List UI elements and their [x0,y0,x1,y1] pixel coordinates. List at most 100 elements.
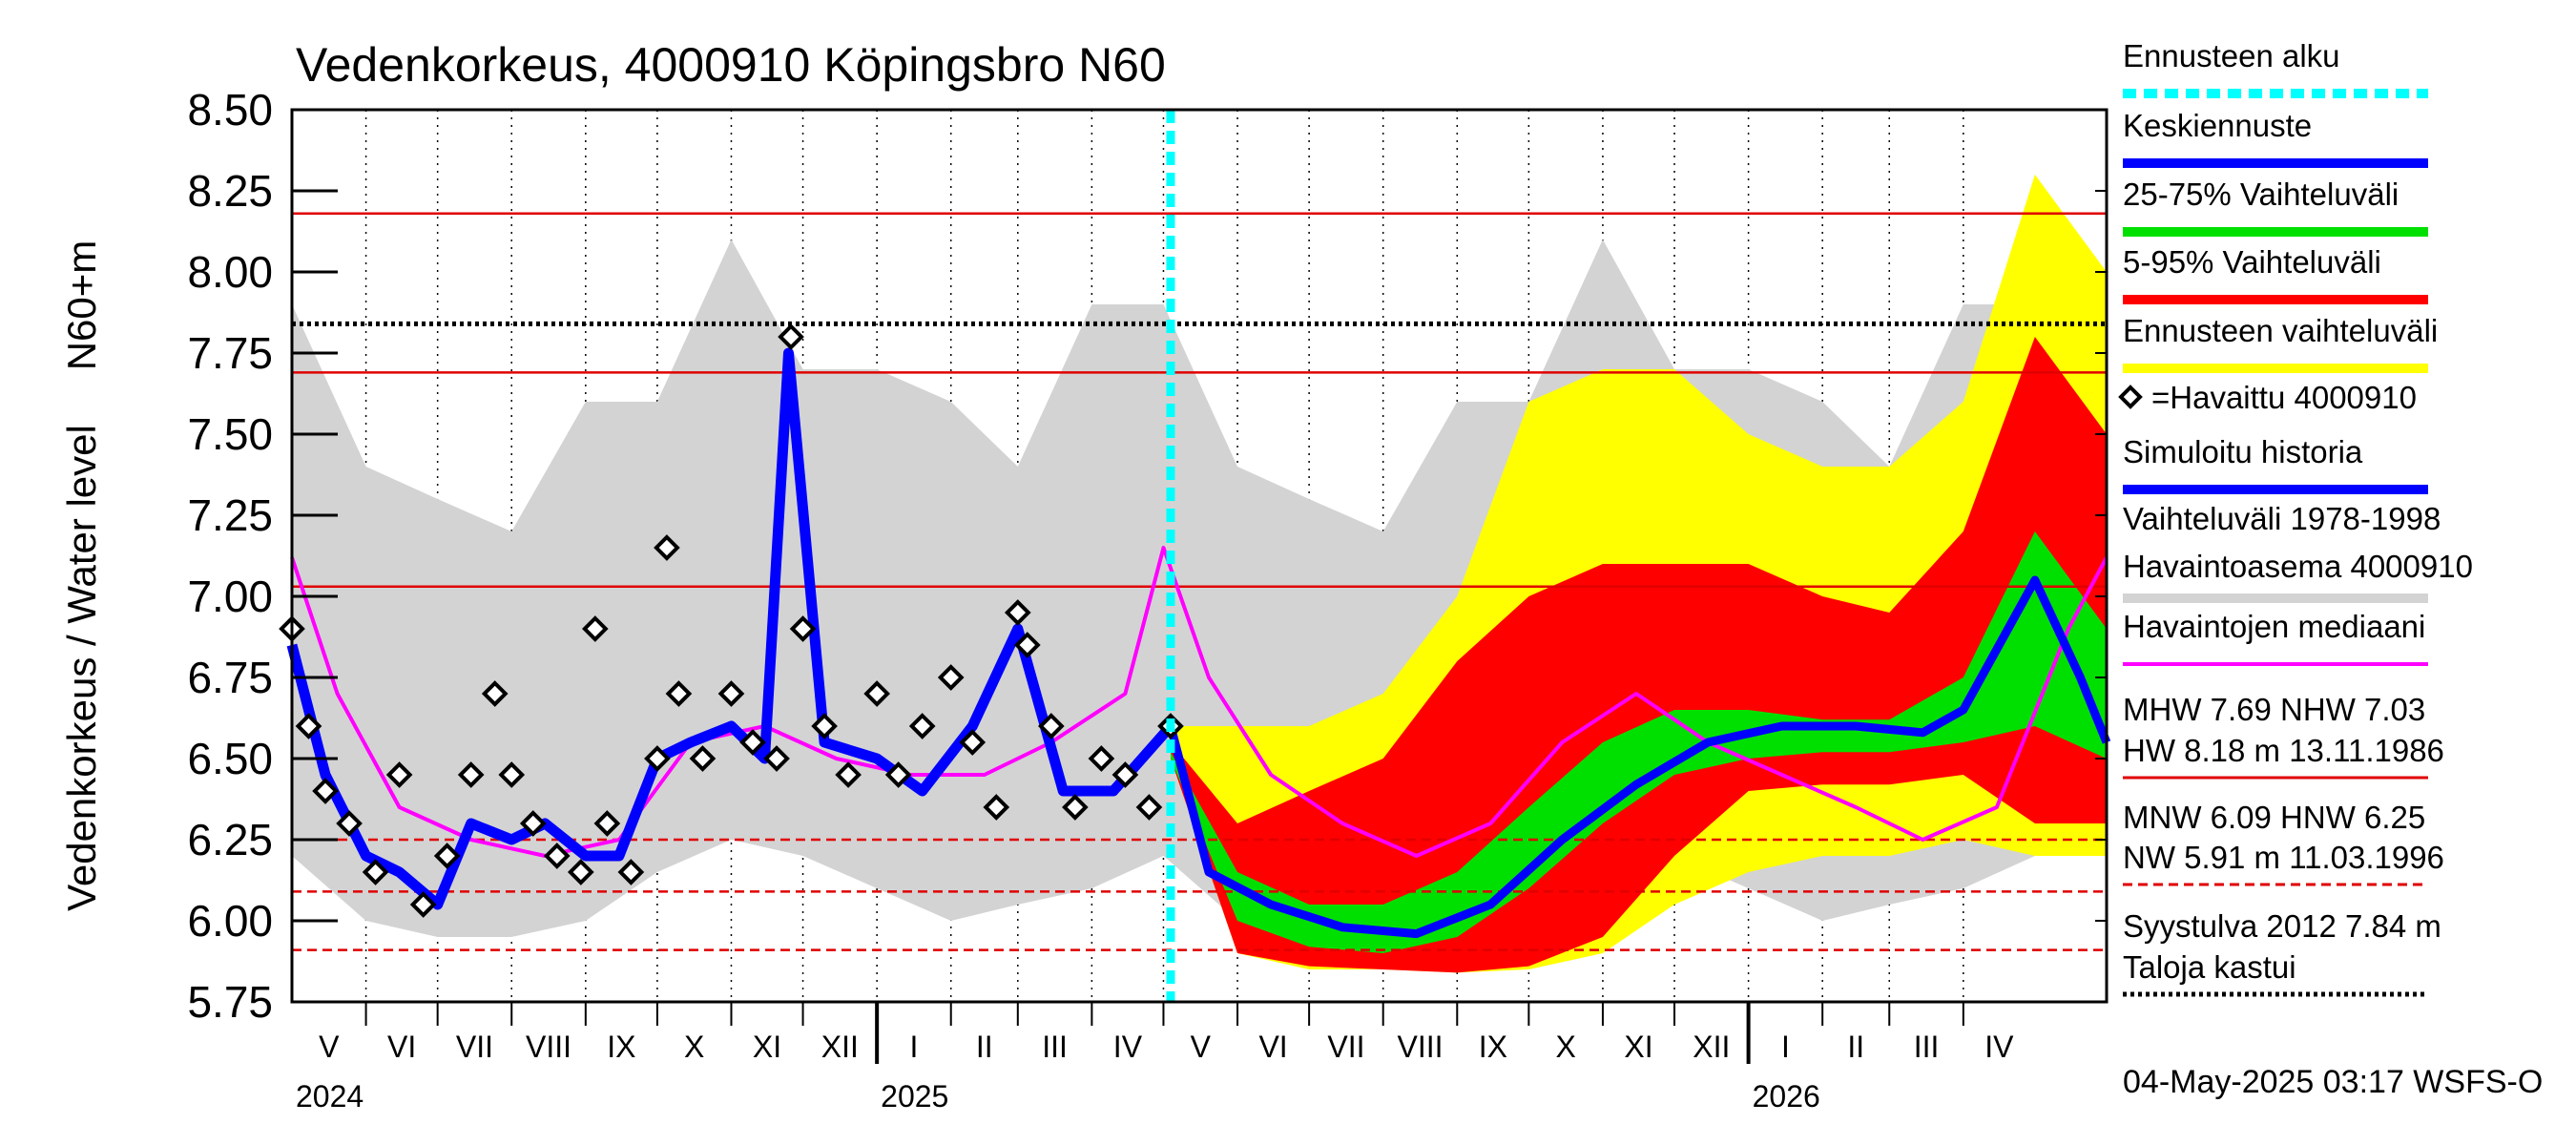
observed-point [983,794,1010,821]
y-axis-unit-label: N60+m [59,240,104,371]
observed-point [1088,745,1115,772]
year-label: 2026 [1753,1079,1820,1114]
observed-point [457,761,485,788]
y-tick-label: 8.00 [187,247,273,297]
month-label: VIII [1397,1030,1443,1064]
legend: Ennusteen alku Keskiennuste 25-75% Vaihtel… [2118,38,2473,997]
observed-point [1004,599,1031,626]
observed-point [543,843,571,869]
year-label: 2025 [881,1079,948,1114]
legend-stat: MNW 6.09 HNW 6.25 [2123,800,2425,835]
month-label: V [1191,1030,1212,1064]
month-label: XI [1624,1030,1652,1064]
month-label: III [1042,1030,1068,1064]
y-tick-label: 7.75 [187,328,273,378]
y-tick-label: 6.75 [187,653,273,702]
chart-title: Vedenkorkeus, 4000910 Köpingsbro N60 [296,38,1166,92]
plot-frame [290,108,2109,1004]
x-axis-labels: V VI VII VIII IX X XI XII I II III IV V VI VII VIII IX X X… [296,1002,2014,1114]
legend-stat: Syystulva 2012 7.84 m [2123,908,2441,944]
observed-point [1013,632,1041,658]
y-tick-label: 6.00 [187,896,273,946]
observed-point [567,859,594,885]
legend-label: Ennusteen alku [2123,38,2340,73]
month-label: IV [1113,1030,1143,1064]
observed-point [312,778,339,804]
observed-point [362,859,389,885]
month-label: XI [753,1030,781,1064]
month-label: II [1847,1030,1864,1064]
observed-point [717,680,745,707]
observed-point [863,680,890,707]
y-tick-label: 6.50 [187,734,273,783]
band-5-95 [1171,337,2107,973]
month-label: IX [1479,1030,1507,1064]
month-label: X [684,1030,704,1064]
legend-label: =Havaittu 4000910 [2151,380,2417,415]
legend-label: Vaihteluväli 1978-1998 [2123,501,2441,536]
y-tick-label: 8.25 [187,166,273,216]
legend-marker-diamond [2118,385,2143,409]
observed-point [1111,761,1139,788]
observed-point [336,810,363,837]
legend-stat: MHW 7.69 NHW 7.03 [2123,692,2425,727]
year-label: 2024 [296,1079,364,1114]
month-label: VI [387,1030,416,1064]
legend-label: 5-95% Vaihteluväli [2123,244,2381,280]
observed-points [279,323,1184,918]
observed-point [1038,713,1065,739]
month-label: VI [1258,1030,1287,1064]
observed-point [789,615,817,642]
band-3 [1171,531,2107,953]
observed-point [835,761,862,788]
reference-lines [292,212,2107,951]
y-tick-label: 8.50 [187,85,273,135]
band-25-75 [1171,531,2107,953]
series-line-6 [1166,575,2111,939]
month-label: I [909,1030,918,1064]
y-axis-ticks: 8.50 8.25 8.00 7.75 7.50 7.25 7.00 6.75 6.50 6.25… [187,85,2107,1027]
legend-label: 25-75% Vaihteluväli [2123,177,2399,212]
y-tick-label: 5.75 [187,977,273,1027]
legend-label-2: Havaintoasema 4000910 [2123,549,2473,584]
month-label: IV [1984,1030,2014,1064]
month-label: VII [456,1030,493,1064]
observed-point [617,859,645,885]
legend-label: Keskiennuste [2123,108,2312,143]
legend-stat: NW 5.91 m 11.03.1996 [2123,840,2444,875]
legend-label: Havaintojen mediaani [2123,609,2425,644]
month-label: XII [821,1030,859,1064]
legend-label: Simuloitu historia [2123,434,2363,469]
observed-point [519,810,547,837]
band-2 [1171,337,2107,973]
y-tick-label: 7.50 [187,409,273,459]
observed-point [582,615,609,642]
month-label: X [1555,1030,1575,1064]
observed-point [959,729,987,756]
y-tick-label: 7.00 [187,572,273,621]
observed-point [811,713,838,739]
observed-point [739,729,766,756]
observed-point [654,534,680,561]
month-label: VII [1327,1030,1364,1064]
month-label: XII [1693,1030,1730,1064]
month-label: IX [607,1030,635,1064]
observed-point [763,745,790,772]
legend-stat: Taloja kastui [2123,949,2296,985]
month-label: III [1914,1030,1940,1064]
observed-point [689,745,717,772]
month-label: I [1781,1030,1790,1064]
observed-point [385,761,413,788]
footer-timestamp: 04-May-2025 03:17 WSFS-O [2123,1064,2543,1100]
observed-point [295,713,322,739]
observed-point [433,843,461,869]
month-label: V [319,1030,340,1064]
legend-label: Ennusteen vaihteluväli [2123,313,2438,348]
observed-point [409,891,437,918]
observed-point [908,713,936,739]
y-axis-label: Vedenkorkeus / Water level [59,425,104,911]
observed-point [778,323,804,350]
observed-point [1062,794,1089,821]
observed-point [665,680,693,707]
